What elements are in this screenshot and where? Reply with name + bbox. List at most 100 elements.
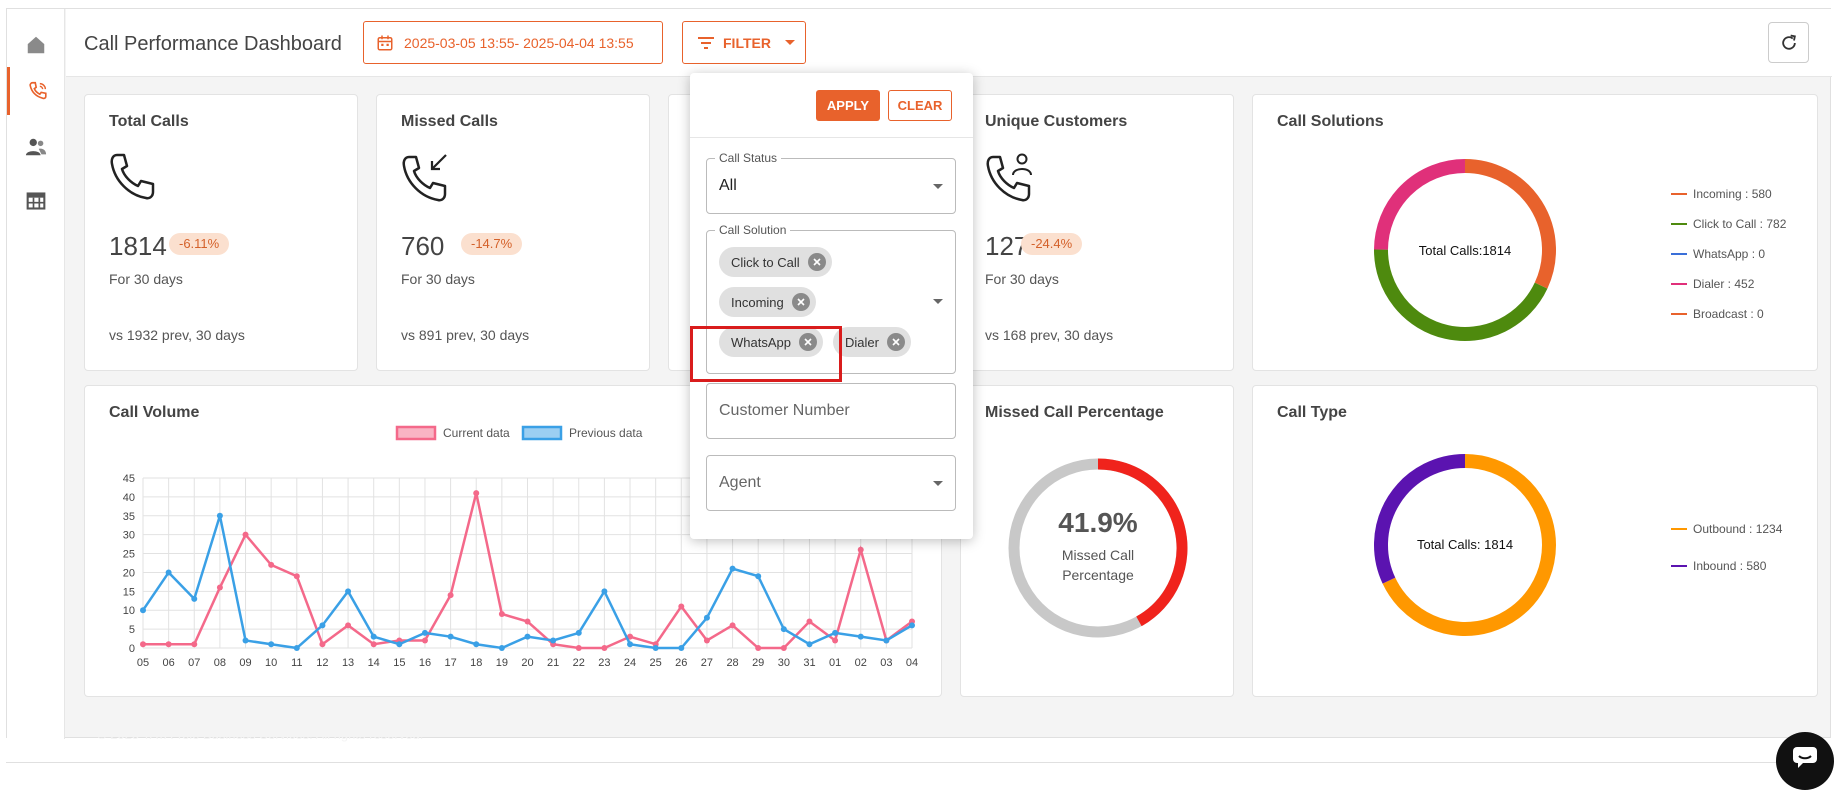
data-point[interactable] — [524, 633, 531, 640]
chat-button[interactable] — [1776, 732, 1834, 790]
data-point[interactable] — [421, 629, 428, 636]
chip-incoming[interactable]: Incoming — [719, 287, 816, 317]
donut-slice-outbound[interactable] — [1382, 454, 1556, 636]
data-point[interactable] — [729, 622, 736, 629]
legend-swatch[interactable] — [521, 425, 563, 441]
data-point[interactable] — [191, 641, 198, 648]
data-point[interactable] — [857, 633, 864, 640]
close-icon[interactable] — [807, 253, 826, 271]
legend-item[interactable]: WhatsApp : 0 — [1671, 247, 1765, 261]
data-point[interactable] — [293, 573, 300, 580]
data-point[interactable] — [165, 569, 172, 576]
call-solution-select[interactable]: Call Solution Click to Call Incoming Wha… — [706, 223, 956, 374]
data-point[interactable] — [473, 641, 480, 648]
data-point[interactable] — [191, 595, 198, 602]
data-point[interactable] — [550, 637, 557, 644]
sidebar-item-table[interactable] — [7, 177, 65, 225]
data-point[interactable] — [140, 607, 146, 614]
data-point[interactable] — [857, 546, 864, 553]
data-point[interactable] — [627, 633, 634, 640]
chip-dialer[interactable]: Dialer — [833, 327, 911, 357]
donut-slice-click-to-call[interactable] — [1374, 249, 1548, 341]
apply-button[interactable]: APPLY — [816, 90, 880, 121]
data-point[interactable] — [140, 641, 146, 648]
date-range-button[interactable]: 2025-03-05 13:55- 2025-04-04 13:55 — [363, 21, 663, 64]
agent-select[interactable]: Agent — [706, 455, 956, 511]
data-point[interactable] — [703, 614, 710, 621]
data-point[interactable] — [806, 641, 813, 648]
data-point[interactable] — [575, 645, 582, 651]
data-point[interactable] — [498, 611, 505, 617]
chip-whatsapp[interactable]: WhatsApp — [719, 327, 823, 357]
data-point[interactable] — [755, 645, 762, 651]
data-point[interactable] — [832, 637, 839, 644]
sidebar-item-home[interactable] — [7, 21, 65, 69]
data-point[interactable] — [473, 490, 480, 497]
data-point[interactable] — [447, 633, 454, 640]
data-point[interactable] — [832, 629, 839, 636]
data-point[interactable] — [909, 622, 915, 629]
clear-button[interactable]: CLEAR — [888, 90, 952, 121]
chip-label: Click to Call — [731, 254, 800, 270]
legend-item[interactable]: Inbound : 580 — [1671, 559, 1766, 573]
call-status-select[interactable]: Call Status All — [706, 151, 956, 214]
data-point[interactable] — [268, 561, 275, 568]
data-point[interactable] — [216, 584, 223, 591]
stat-value: 760 — [401, 231, 445, 261]
data-point[interactable] — [242, 531, 249, 538]
refresh-button[interactable] — [1768, 22, 1809, 63]
legend-item[interactable]: Broadcast : 0 — [1671, 307, 1764, 321]
data-point[interactable] — [293, 645, 300, 651]
data-point[interactable] — [601, 588, 608, 595]
legend-label[interactable]: Current data — [443, 426, 510, 440]
data-point[interactable] — [268, 641, 275, 648]
data-point[interactable] — [216, 512, 223, 519]
legend-label[interactable]: Previous data — [569, 426, 643, 440]
data-point[interactable] — [524, 618, 531, 625]
data-point[interactable] — [780, 645, 787, 651]
close-icon[interactable] — [791, 293, 810, 311]
legend-item[interactable]: Click to Call : 782 — [1671, 217, 1786, 231]
data-point[interactable] — [421, 637, 428, 644]
legend-label: Dialer : 452 — [1693, 277, 1755, 291]
data-point[interactable] — [652, 645, 659, 651]
donut-slice-inbound[interactable] — [1374, 454, 1466, 584]
data-point[interactable] — [370, 641, 377, 648]
legend-swatch[interactable] — [395, 425, 437, 441]
sidebar-item-calls[interactable] — [7, 67, 65, 115]
legend-item[interactable]: Dialer : 452 — [1671, 277, 1754, 291]
data-point[interactable] — [729, 565, 736, 572]
sidebar-item-users[interactable] — [7, 123, 65, 171]
data-point[interactable] — [319, 641, 326, 648]
data-point[interactable] — [396, 641, 403, 648]
data-point[interactable] — [678, 645, 685, 651]
x-tick-label: 16 — [419, 657, 431, 669]
close-icon[interactable] — [798, 333, 817, 351]
data-point[interactable] — [883, 637, 890, 644]
data-point[interactable] — [345, 588, 352, 595]
data-point[interactable] — [678, 603, 685, 610]
data-point[interactable] — [447, 592, 454, 599]
data-point[interactable] — [806, 618, 813, 625]
data-point[interactable] — [703, 637, 710, 644]
filter-button[interactable]: FILTER — [682, 21, 806, 64]
data-point[interactable] — [755, 573, 762, 580]
missed-percentage-gauge: 41.9% Missed Call Percentage — [1008, 458, 1188, 638]
data-point[interactable] — [165, 641, 172, 648]
donut-slice-incoming[interactable] — [1464, 159, 1556, 289]
data-point[interactable] — [498, 645, 505, 651]
close-icon[interactable] — [886, 333, 905, 351]
legend-item[interactable]: Outbound : 1234 — [1671, 522, 1782, 536]
data-point[interactable] — [345, 622, 352, 629]
chip-click-to-call[interactable]: Click to Call — [719, 247, 832, 277]
legend-item[interactable]: Incoming : 580 — [1671, 187, 1772, 201]
data-point[interactable] — [780, 626, 787, 633]
donut-slice-dialer[interactable] — [1374, 159, 1466, 250]
data-point[interactable] — [575, 629, 582, 636]
data-point[interactable] — [601, 645, 608, 651]
data-point[interactable] — [242, 637, 249, 644]
data-point[interactable] — [627, 641, 634, 648]
customer-number-input[interactable]: Customer Number — [706, 383, 956, 439]
data-point[interactable] — [370, 633, 377, 640]
data-point[interactable] — [319, 622, 326, 629]
